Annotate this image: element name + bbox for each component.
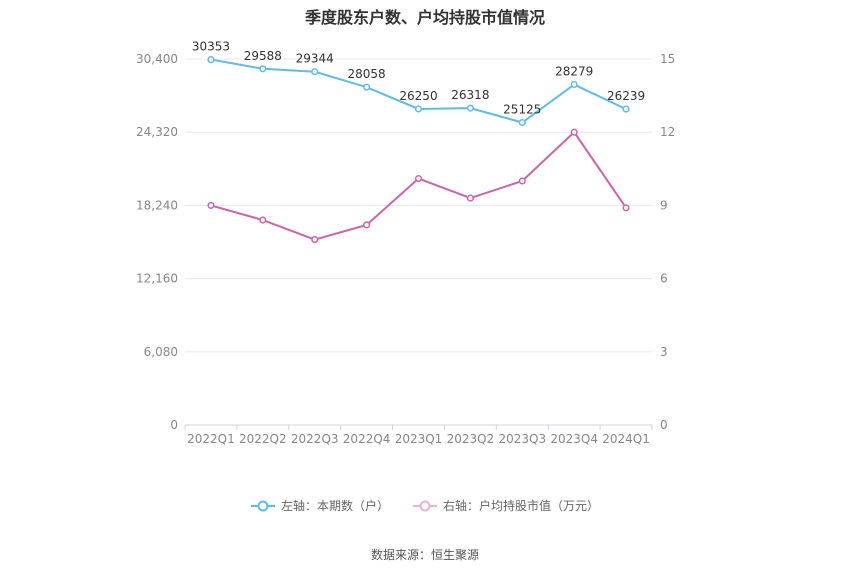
data-point-right — [622, 204, 630, 212]
x-axis-tick-label: 2022Q3 — [291, 432, 339, 446]
left-axis-tick-label: 6,080 — [144, 345, 178, 359]
right-axis-tick-label: 3 — [660, 345, 668, 359]
x-axis-ticks: 2022Q1 2022Q2 2022Q3 2022Q4 2023Q1 2023Q2 2023… — [184, 425, 653, 446]
right-axis-tick-label: 6 — [660, 272, 668, 286]
x-axis-tick-label: 2023Q1 — [395, 432, 443, 446]
data-point-left — [518, 118, 526, 127]
data-point-left — [466, 104, 474, 112]
x-axis-tick-label: 2023Q4 — [550, 432, 598, 446]
series-line-right — [210, 130, 627, 241]
legend: 左轴：本期数（户） 右轴：户均持股市值（万元） — [0, 497, 850, 514]
left-axis-tick-label: 0 — [170, 418, 178, 432]
x-axis-tick-label: 2023Q2 — [447, 432, 495, 446]
data-label: 30353 — [192, 40, 230, 54]
x-axis-tick-label: 2022Q4 — [343, 432, 391, 446]
data-label: 26250 — [399, 89, 437, 103]
right-axis-tick-label: 0 — [660, 418, 668, 432]
left-axis-tick-label: 18,240 — [136, 198, 178, 212]
series-right — [207, 128, 630, 244]
data-point-left — [259, 65, 267, 73]
grid-lines — [185, 58, 652, 426]
legend-item-left-series[interactable]: 左轴：本期数（户） — [250, 497, 389, 514]
data-source: 数据来源：恒生聚源 — [370, 548, 479, 562]
data-point-right — [259, 216, 267, 224]
data-label: 29344 — [296, 52, 334, 66]
left-axis-tick-label: 24,320 — [136, 125, 178, 139]
x-axis-tick-label: 2023Q3 — [498, 432, 546, 446]
data-point-right — [414, 175, 423, 183]
right-axis-tick-label: 9 — [660, 198, 668, 212]
series-layer: 30353 29588 29344 28058 26250 26318 25125 28279… — [192, 40, 645, 244]
legend-label-right-series: 右轴：户均持股市值（万元） — [443, 499, 600, 513]
data-point-right — [518, 177, 526, 185]
data-point-left — [570, 80, 578, 89]
left-axis-ticks: 0 6,080 12,160 18,240 24,320 30,400 — [136, 52, 178, 432]
chart-title: 季度股东户数、户均持股市值情况 — [304, 8, 545, 27]
data-point-left — [363, 83, 371, 91]
data-point-right — [363, 221, 371, 229]
legend-line-circle-icon — [413, 500, 437, 511]
data-label: 28279 — [555, 65, 593, 79]
legend-label-left-series: 左轴：本期数（户） — [280, 499, 389, 513]
series-left: 30353 29588 29344 28058 26250 26318 25125 28279… — [192, 40, 645, 127]
left-axis-tick-label: 12,160 — [136, 272, 178, 286]
left-axis-tick-label: 30,400 — [136, 52, 178, 66]
legend-line-circle-icon — [250, 500, 275, 511]
right-axis-tick-label: 12 — [660, 125, 675, 139]
right-axis-tick-label: 15 — [660, 52, 675, 66]
x-axis-tick-label: 2022Q2 — [239, 432, 287, 446]
x-axis-tick-label: 2024Q1 — [602, 432, 650, 446]
data-point-right — [207, 201, 215, 209]
legend-item-right-series[interactable]: 右轴：户均持股市值（万元） — [413, 497, 599, 514]
data-label: 28058 — [348, 67, 386, 81]
data-point-right — [311, 236, 319, 244]
data-point-right — [570, 128, 578, 136]
data-point-right — [466, 194, 474, 202]
data-point-left — [311, 68, 319, 76]
data-label: 29588 — [244, 49, 282, 63]
data-point-left — [207, 56, 215, 64]
data-label: 26318 — [451, 88, 489, 102]
right-axis-ticks: 0 3 6 9 12 15 — [660, 52, 675, 432]
data-point-left — [414, 105, 423, 113]
data-point-left — [622, 105, 630, 113]
data-label: 26239 — [607, 89, 645, 103]
x-axis-tick-label: 2022Q1 — [187, 432, 235, 446]
data-label: 25125 — [503, 103, 541, 117]
